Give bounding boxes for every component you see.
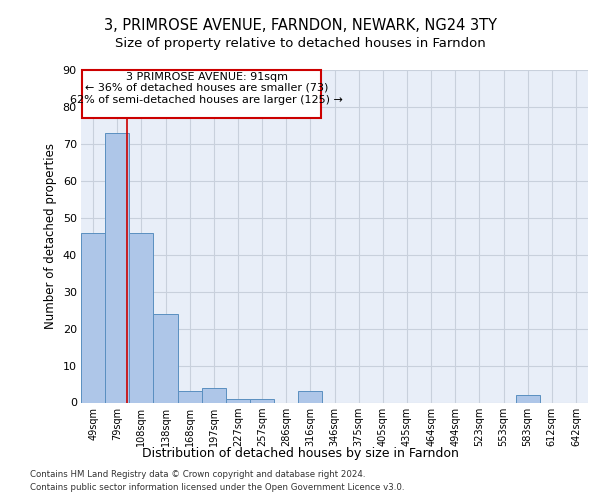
Text: Contains public sector information licensed under the Open Government Licence v3: Contains public sector information licen… — [30, 482, 404, 492]
Text: Distribution of detached houses by size in Farndon: Distribution of detached houses by size … — [142, 448, 458, 460]
Bar — [178, 392, 202, 402]
Text: 62% of semi-detached houses are larger (125) →: 62% of semi-detached houses are larger (… — [70, 95, 343, 105]
Bar — [202, 388, 226, 402]
Y-axis label: Number of detached properties: Number of detached properties — [44, 143, 57, 329]
Text: 3, PRIMROSE AVENUE, FARNDON, NEWARK, NG24 3TY: 3, PRIMROSE AVENUE, FARNDON, NEWARK, NG2… — [104, 18, 497, 32]
Text: ← 36% of detached houses are smaller (73): ← 36% of detached houses are smaller (73… — [85, 83, 328, 93]
Bar — [81, 232, 105, 402]
Bar — [226, 399, 250, 402]
Bar — [154, 314, 178, 402]
Bar — [515, 395, 540, 402]
Bar — [298, 392, 322, 402]
Text: Size of property relative to detached houses in Farndon: Size of property relative to detached ho… — [115, 38, 485, 51]
Text: Contains HM Land Registry data © Crown copyright and database right 2024.: Contains HM Land Registry data © Crown c… — [30, 470, 365, 479]
Bar — [250, 399, 274, 402]
Bar — [129, 232, 154, 402]
Text: 3 PRIMROSE AVENUE: 91sqm: 3 PRIMROSE AVENUE: 91sqm — [125, 72, 287, 82]
Bar — [82, 70, 321, 118]
Bar — [105, 133, 129, 402]
